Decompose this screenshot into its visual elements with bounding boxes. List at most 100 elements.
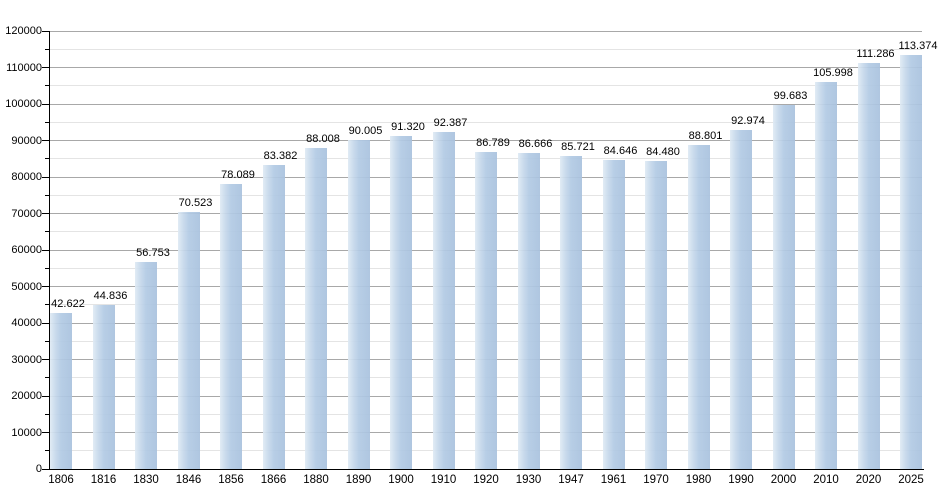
y-major-tick: [42, 213, 50, 215]
y-major-tick: [42, 67, 50, 69]
y-major-tick: [42, 140, 50, 142]
x-tick-label: 1961: [600, 474, 627, 486]
bar: [772, 105, 795, 469]
y-major-tick: [42, 249, 50, 251]
y-minor-tick: [45, 413, 50, 415]
x-tick-label: 1890: [345, 474, 372, 486]
x-tick-label: 1866: [260, 474, 287, 486]
bar-value-label: 84.646: [603, 145, 638, 158]
y-minor-tick: [45, 121, 50, 123]
y-minor-tick: [45, 85, 50, 87]
y-minor-tick: [45, 450, 50, 452]
bar-value-label: 44.836: [93, 290, 128, 303]
bar-value-label: 92.974: [731, 114, 765, 127]
bar-value-label: 56.753: [136, 246, 170, 259]
y-minor-tick: [45, 231, 50, 233]
bar-value-label: 83.382: [263, 149, 298, 162]
y-tick-label: 90000: [11, 134, 42, 147]
bar-value-label: 91.320: [391, 120, 425, 133]
bar: [347, 140, 370, 469]
y-tick-label: 100000: [5, 98, 42, 110]
x-tick-label: 2025: [898, 474, 924, 486]
y-minor-tick: [45, 340, 50, 342]
bar-value-label: 105.998: [813, 67, 853, 80]
bar-value-label: 70.523: [178, 196, 213, 209]
x-axis: [49, 468, 924, 470]
y-tick-label: 80000: [11, 171, 42, 183]
bar: [262, 164, 285, 469]
x-tick-label: 1816: [90, 474, 117, 486]
major-gridline: [50, 67, 922, 68]
major-gridline: [50, 140, 922, 141]
y-minor-tick: [45, 267, 50, 269]
bar-value-label: 113.374: [898, 40, 938, 53]
bar-value-label: 84.480: [646, 145, 680, 158]
bar: [687, 144, 710, 469]
x-tick-label: 1900: [388, 474, 414, 486]
x-tick-label: 1846: [175, 474, 202, 486]
y-major-tick: [42, 322, 50, 324]
y-tick-label: 40000: [11, 317, 42, 329]
x-tick-label: 1910: [430, 474, 457, 486]
bar-value-label: 78.089: [221, 168, 255, 181]
bar: [220, 183, 242, 469]
bar: [857, 62, 880, 469]
y-major-tick: [42, 176, 50, 178]
x-tick-label: 1830: [133, 474, 159, 486]
major-gridline: [50, 103, 922, 105]
bar: [560, 156, 582, 469]
y-tick-label: 70000: [11, 207, 42, 220]
minor-gridline: [50, 85, 922, 87]
bar-value-label: 42.622: [51, 298, 85, 311]
x-tick-label: 1880: [303, 474, 329, 486]
x-tick-label: 1980: [685, 474, 712, 486]
bar: [390, 135, 412, 469]
bar-value-label: 86.666: [518, 137, 553, 150]
y-tick-label: 110000: [6, 61, 42, 74]
y-minor-tick: [45, 48, 50, 50]
bar: [92, 305, 115, 469]
bar: [177, 211, 200, 469]
y-major-tick: [42, 359, 50, 361]
bar: [900, 55, 922, 469]
y-tick-label: 30000: [11, 353, 42, 366]
bar: [432, 131, 455, 469]
bar-value-label: 92.387: [433, 116, 468, 129]
bar-value-label: 86.789: [476, 137, 510, 150]
x-tick-label: 1806: [48, 474, 74, 486]
y-tick-label: 50000: [11, 280, 42, 293]
y-minor-tick: [45, 304, 50, 306]
y-major-tick: [42, 395, 50, 397]
x-tick-label: 1990: [728, 474, 754, 486]
y-major-tick: [42, 103, 50, 105]
y-tick-label: 120000: [5, 25, 42, 37]
bar: [135, 261, 157, 469]
y-major-tick: [42, 432, 50, 434]
bar: [730, 129, 752, 469]
bar-value-label: 88.008: [306, 132, 340, 145]
x-tick-label: 1920: [473, 474, 499, 486]
minor-gridline: [50, 121, 922, 123]
y-major-tick: [42, 30, 50, 32]
plot-area: 42.622 44.836 56.753 70.523 78.089 83.382 88.0…: [50, 30, 937, 469]
x-tick-label: 1930: [515, 474, 542, 486]
y-minor-tick: [45, 377, 50, 379]
major-gridline: [50, 30, 922, 32]
y-major-tick: [42, 286, 50, 288]
bar: [815, 82, 837, 469]
bar: [602, 160, 625, 469]
bar: [50, 313, 72, 469]
x-tick-label: 1856: [218, 474, 244, 486]
y-tick-label: 0: [35, 463, 42, 475]
x-tick-label: 2000: [770, 474, 797, 486]
bar-value-label: 88.801: [688, 129, 723, 142]
bar: [475, 152, 497, 469]
minor-gridline: [50, 48, 922, 50]
bar-value-label: 85.721: [561, 141, 595, 154]
y-tick-label: 60000: [11, 244, 42, 256]
y-minor-tick: [45, 158, 50, 160]
x-tick-label: 2020: [855, 474, 882, 486]
x-tick-label: 2010: [813, 474, 839, 486]
bar: [517, 152, 540, 469]
